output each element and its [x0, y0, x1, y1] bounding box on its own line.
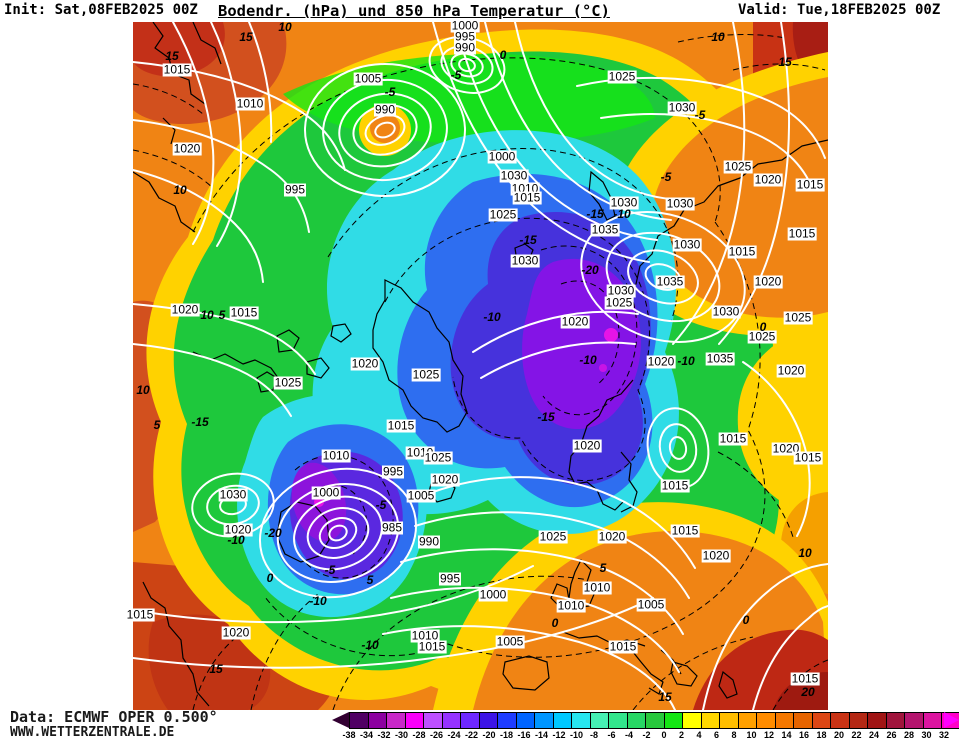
colorbar-tick: -28 [412, 730, 426, 740]
colorbar-segment [737, 712, 756, 729]
colorbar-segment [645, 712, 664, 729]
colorbar-tick: -30 [394, 730, 409, 740]
colorbar-segment [626, 712, 645, 729]
colorbar-segment [922, 712, 941, 729]
colorbar-segment [793, 712, 812, 729]
colorbar-tick: -20 [482, 730, 496, 740]
colorbar-segment [608, 712, 627, 729]
colorbar-segment [682, 712, 701, 729]
colorbar-tick: -16 [517, 730, 531, 740]
colorbar-segment [386, 712, 405, 729]
data-source-label: Data: ECMWF OPER 0.500° [10, 708, 218, 726]
colorbar-tick: 30 [921, 730, 932, 740]
colorbar-tick: -14 [534, 730, 549, 740]
colorbar-segment [404, 712, 423, 729]
colorbar-tick: 24 [868, 730, 880, 740]
colorbar-left-arrow-icon [332, 712, 349, 728]
colorbar-tick: 4 [696, 730, 702, 740]
colorbar-tick: -2 [642, 730, 651, 740]
temperature-fill-layer [133, 22, 828, 710]
colorbar-segment [552, 712, 571, 729]
colorbar-segment [589, 712, 608, 729]
colorbar-segment [756, 712, 775, 729]
colorbar-tick: 16 [798, 730, 810, 740]
colorbar-segment [700, 712, 719, 729]
weather-map [133, 22, 828, 710]
colorbar-segment [663, 712, 682, 729]
chart-title: Bodendr. (hPa) und 850 hPa Temperatur (°… [218, 2, 610, 20]
colorbar-segment [571, 712, 590, 729]
colorbar-tick: 10 [746, 730, 757, 740]
colorbar-tick: -32 [377, 730, 391, 740]
colorbar-tick: -8 [589, 730, 599, 740]
init-time-label: Init: Sat,08FEB2025 00Z [4, 2, 198, 18]
colorbar-tick: -18 [499, 730, 514, 740]
colorbar-tick: -10 [569, 730, 584, 740]
colorbar-tick: 18 [816, 730, 827, 740]
colorbar-tick: -4 [624, 730, 634, 740]
colorbar-tick: 0 [661, 730, 667, 740]
colorbar-tick: -34 [359, 730, 374, 740]
colorbar-segments [349, 712, 959, 729]
colorbar-segment [460, 712, 479, 729]
valid-time-label: Valid: Tue,18FEB2025 00Z [738, 2, 941, 18]
colorbar-segment [830, 712, 849, 729]
colorbar-tick: 26 [886, 730, 897, 740]
colorbar-segment [441, 712, 460, 729]
colorbar-segment [497, 712, 516, 729]
colorbar-tick: 12 [763, 730, 775, 740]
colorbar-segment [811, 712, 830, 729]
temperature-colorbar: -38 -34 -32 -30 -28 -26 -24 -22 -20 -18 -16 -14 -12-… [332, 712, 959, 740]
colorbar-right-arrow-icon [944, 712, 959, 728]
colorbar-tick: 8 [731, 730, 737, 740]
colorbar-segment [349, 712, 368, 729]
colorbar-segment [848, 712, 867, 729]
colorbar-tick: -38 [342, 730, 356, 740]
colorbar-segment [515, 712, 534, 729]
colorbar-segment [423, 712, 442, 729]
colorbar-segment [719, 712, 738, 729]
colorbar-tick: 28 [903, 730, 915, 740]
isobar-layer [133, 22, 828, 710]
colorbar-segment [367, 712, 386, 729]
colorbar-segment [534, 712, 553, 729]
colorbar-tick: 2 [678, 730, 685, 740]
colorbar-tick: 32 [938, 730, 950, 740]
map-canvas [133, 22, 828, 710]
colorbar-tick: -22 [464, 730, 479, 740]
colorbar-segment [867, 712, 886, 729]
website-label: WWW.WETTERZENTRALE.DE [10, 725, 175, 740]
colorbar-tick: -24 [447, 730, 461, 740]
colorbar-tick: -6 [607, 730, 616, 740]
colorbar-tick: 14 [781, 730, 792, 740]
colorbar-segment [904, 712, 923, 729]
colorbar-tick: -12 [552, 730, 566, 740]
colorbar-segment [774, 712, 793, 729]
colorbar-tick: 22 [851, 730, 862, 740]
colorbar-segment [885, 712, 904, 729]
colorbar-tick: -26 [429, 730, 444, 740]
colorbar-tick: 20 [833, 730, 845, 740]
colorbar-segment [478, 712, 497, 729]
colorbar-tick: 6 [713, 730, 720, 740]
